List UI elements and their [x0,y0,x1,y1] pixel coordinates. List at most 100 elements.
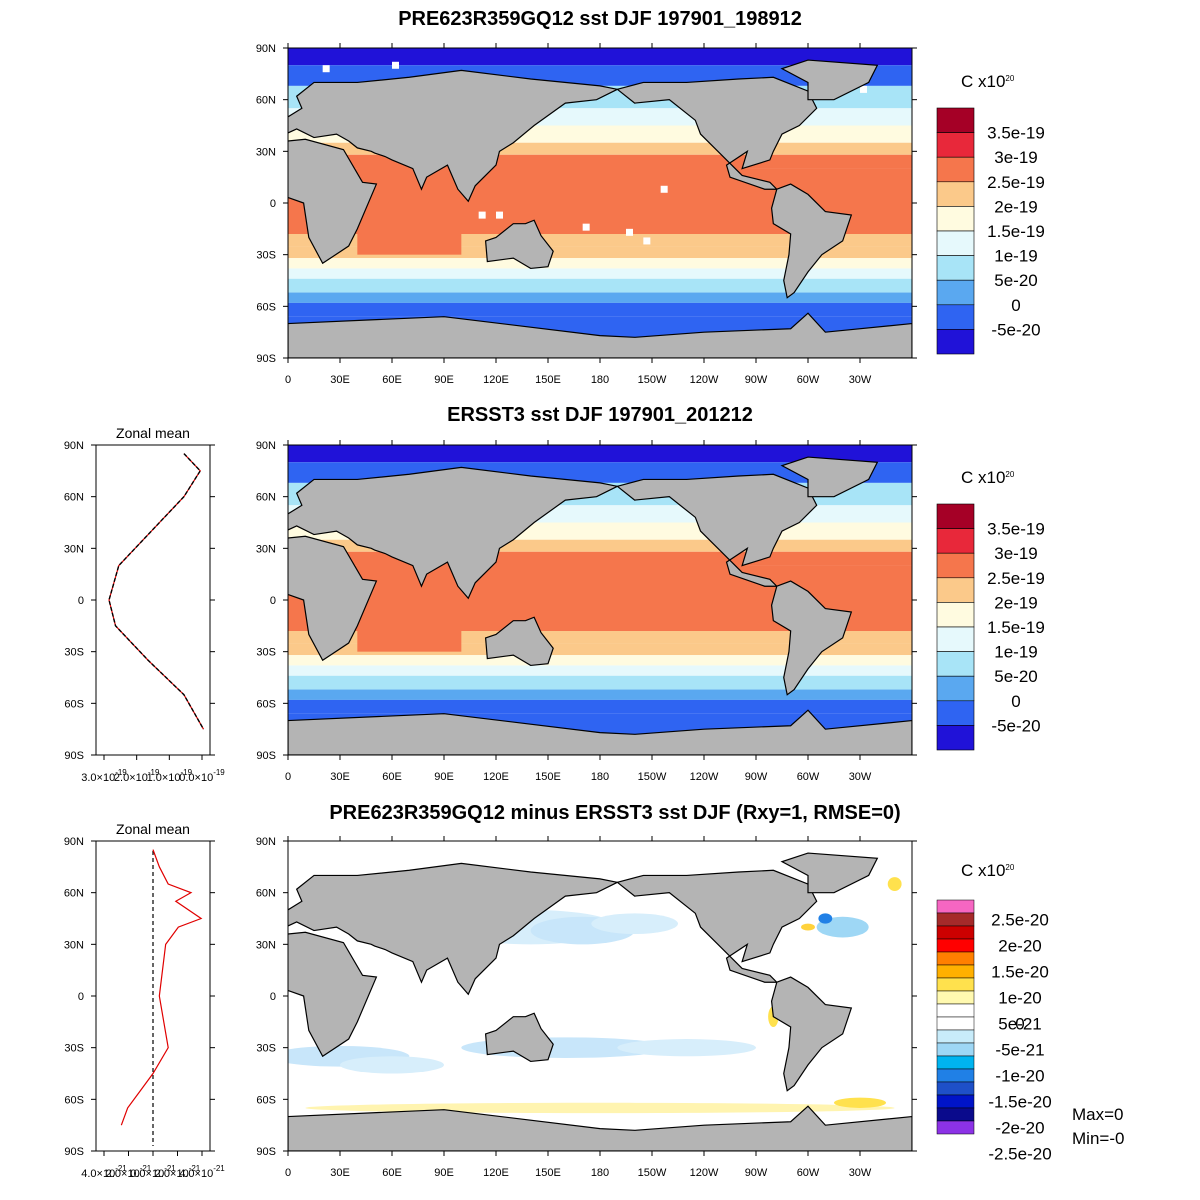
warm-pool [461,161,739,224]
colorbar-box [936,1107,975,1122]
lon-tick-label: 90W [745,374,768,386]
colorbar-label: 1.5e-19 [987,618,1045,637]
map-panel-3: 0 30E 60E 90E 120E 150E 180 150W 120W 90W 60W 30W 90… [256,836,917,1179]
lat-tick-label: 60S [256,1094,276,1106]
lon-tick-label: 30E [330,374,350,386]
indian-ocean-warm [357,168,462,255]
sst-band [288,278,912,293]
colorbar-units: C x1020 [961,72,1015,91]
lon-tick-label: 150E [535,1167,561,1179]
missing-data-cell [496,211,503,219]
sst-band [288,699,912,714]
zonal-x-label: 1.0×10-19 [147,768,193,784]
model-zonal-line [120,849,203,1126]
colorbar-units: C x1020 [961,468,1015,487]
missing-data-cell [582,223,590,231]
colorbar-label: -5e-21 [995,1041,1044,1060]
colorbar-label: 1e-20 [998,989,1041,1008]
diff-anomaly-region [617,1039,757,1057]
colorbar-box [936,725,975,751]
colorbar-box [936,552,975,579]
colorbar-box [936,206,975,232]
colorbar-box [936,964,975,979]
lon-tick-label: 0 [285,1167,291,1179]
colorbar-box [936,651,975,677]
lon-tick-label: 150E [535,771,561,783]
sst-band [288,445,912,463]
continent [770,976,853,1092]
colorbar-label: 3.5e-19 [987,124,1045,143]
lat-tick-label: 30N [256,543,276,555]
colorbar-box [936,1016,975,1031]
colorbar-label: -5e-20 [991,716,1040,735]
continent [780,59,879,101]
colorbar-box [936,107,975,133]
zonal-x-label: 2.0×10-19 [114,768,160,784]
colorbar-label: 0 [1015,1015,1024,1034]
colorbar-label: 5e-20 [994,667,1037,686]
continent [780,852,879,894]
continent [288,466,620,600]
lat-tick-label: 90S [256,353,276,365]
lat-tick-label: 90S [256,750,276,762]
lon-tick-label: 180 [591,771,609,783]
colorbar-label: 2.5e-19 [987,173,1045,192]
zonal-lat-label: 90S [64,1146,84,1158]
continent [616,76,818,190]
sst-band [288,689,912,700]
colorbar-box [936,1055,975,1070]
continent [780,456,879,498]
warm-pool [461,558,739,621]
sst-band [288,675,912,690]
colorbar-label: 1e-19 [994,643,1037,662]
missing-data-cell [660,185,668,193]
sst-band [288,292,912,303]
colorbar-label: 2e-20 [998,937,1041,956]
zonal-lat-label: 90S [64,750,84,762]
colorbar-box [936,700,975,726]
colorbar-box [936,279,975,306]
lon-tick-label: 30E [330,771,350,783]
lon-tick-label: 0 [285,771,291,783]
zonal-lat-label: 60S [64,1094,84,1106]
continent [484,1012,554,1063]
panel1-title: PRE623R359GQ12 sst DJF 197901_198912 [398,8,802,30]
map-panel-2: 0 30E 60E 90E 120E 150E 180 150W 120W 90W 60W 30W 90… [256,440,917,783]
colorbar-box [936,675,975,702]
continent [770,183,853,299]
missing-data-cell [322,65,330,73]
colorbar-box [936,132,975,158]
lat-tick-label: 60N [256,888,276,900]
map-body [288,445,912,755]
lat-tick-label: 60S [256,698,276,710]
zonal-lat-label: 60S [64,698,84,710]
lon-tick-label: 30W [849,1167,872,1179]
colorbar-box [936,230,975,256]
colorbar-label: 3.5e-19 [987,520,1045,539]
continent [288,312,912,358]
lon-tick-label: 60W [797,771,820,783]
lat-tick-label: 30S [256,647,276,659]
zonal-lat-label: 30S [64,1043,84,1055]
lon-tick-label: 90E [434,771,454,783]
colorbar-label: 0 [1011,296,1020,315]
colorbar-box [936,899,975,914]
lon-tick-label: 150W [638,771,667,783]
continent [288,138,378,265]
diff-anomaly-region [818,913,833,924]
colorbar-label: 5e-21 [998,1015,1041,1034]
lat-tick-label: 90N [256,440,276,452]
colorbar-label: 5e-20 [994,271,1037,290]
zonal-lat-label: 0 [78,595,84,607]
colorbar-label: -2.5e-20 [988,1145,1051,1164]
zonal-mean-title: Zonal mean [116,425,190,441]
continent [770,580,853,696]
lon-tick-label: 60E [382,771,402,783]
lon-tick-label: 30W [849,771,872,783]
zonal-mean-panel-diff: Zonal mean90N60N30N030S60S90S4.0×10-212.… [64,821,225,1180]
diff-anomaly-region [834,1097,886,1108]
map-body [288,841,912,1151]
lon-tick-label: 150W [638,374,667,386]
zonal-mean-panel-mean: Zonal mean 90N 60N 30N 0 30S 60S 90S 3.0×10-192.… [64,425,225,784]
colorbar-box [936,503,975,529]
